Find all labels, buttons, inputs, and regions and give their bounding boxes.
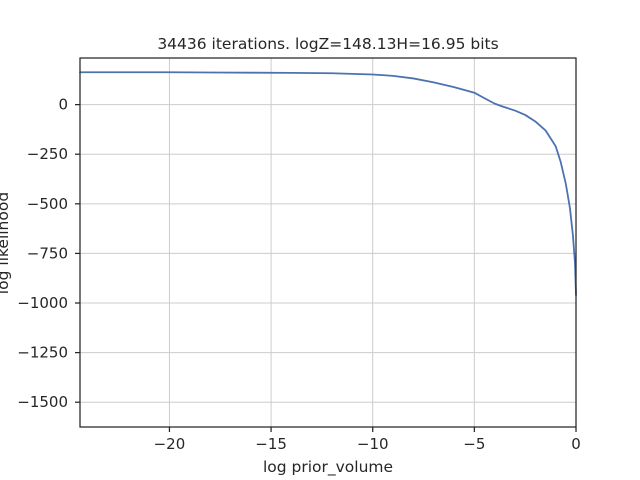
grid	[80, 58, 577, 427]
x-axis: −20 −15 −10 −5 0	[154, 427, 581, 453]
y-tick-label: −500	[27, 195, 68, 213]
x-tick-label: −15	[255, 435, 287, 453]
plot-frame	[79, 57, 577, 428]
series-line	[79, 71, 577, 296]
x-tick-label: −10	[357, 435, 389, 453]
chart-title: 34436 iterations. logZ=148.13H=16.95 bit…	[157, 35, 498, 53]
x-axis-title: log prior_volume	[263, 458, 393, 477]
x-tick-label: −20	[154, 435, 186, 453]
y-tick-label: −1000	[17, 294, 68, 312]
y-axis: 0 −250 −500 −750 −1000 −1250 −1500	[17, 96, 80, 411]
y-tick-label: −750	[27, 244, 68, 262]
y-tick-label: 0	[58, 96, 68, 114]
x-tick-label: −5	[463, 435, 485, 453]
x-tick-label: 0	[571, 435, 581, 453]
series-layer	[79, 71, 577, 296]
y-tick-label: −1250	[17, 344, 68, 362]
y-tick-label: −250	[27, 145, 68, 163]
y-tick-label: −1500	[17, 393, 68, 411]
y-axis-title: log likelihood	[0, 192, 12, 294]
